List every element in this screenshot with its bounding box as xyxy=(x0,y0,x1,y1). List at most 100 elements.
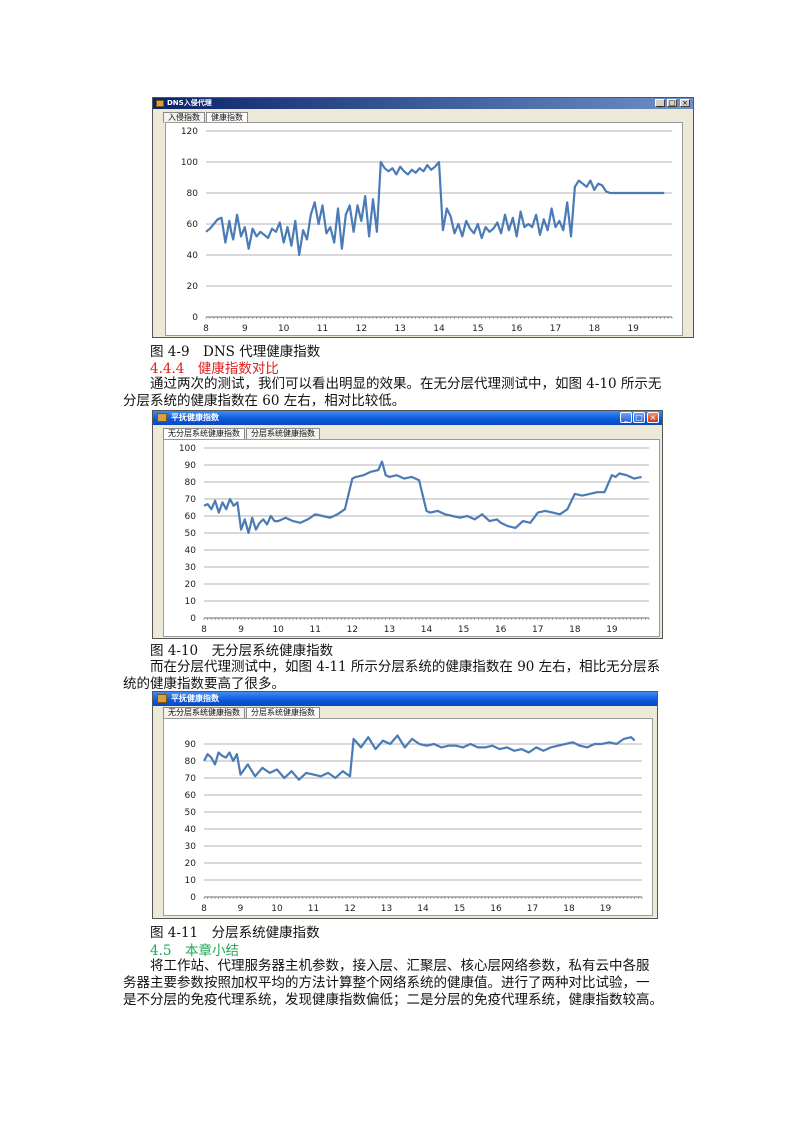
x-tick-label: 16 xyxy=(511,324,523,334)
window-title: 平抚健康指数 xyxy=(171,694,219,703)
x-tick-label: 12 xyxy=(344,904,355,914)
series-line xyxy=(205,160,665,257)
y-tick-label: 120 xyxy=(181,127,198,137)
tab-nonlayered-health[interactable]: 无分层系统健康指数 xyxy=(163,428,245,439)
window-title: 平抚健康指数 xyxy=(171,413,219,422)
x-tick-label: 9 xyxy=(238,904,244,914)
y-tick-label: 0 xyxy=(190,893,196,903)
paragraph-line: 将工作站、代理服务器主机参数，接入层、汇聚层、核心层网络参数，私有云中各服 xyxy=(150,958,650,974)
x-tick-label: 19 xyxy=(606,625,618,635)
x-tick-label: 9 xyxy=(242,324,248,334)
figure-4-10-window: 平抚健康指数 _ □ × 无分层系统健康指数 分层系统健康指数 0 10 20 30 4… xyxy=(152,410,663,639)
x-tick-label: 13 xyxy=(384,625,395,635)
minimize-button[interactable]: _ xyxy=(655,99,665,107)
x-tick-label: 11 xyxy=(308,904,319,914)
y-tick-label: 20 xyxy=(187,282,199,292)
figure-caption: 图 4-11 分层系统健康指数 xyxy=(150,925,320,941)
tab-layered-health[interactable]: 分层系统健康指数 xyxy=(246,707,320,718)
y-tick-label: 60 xyxy=(185,791,197,801)
close-button[interactable]: × xyxy=(647,412,659,423)
x-tick-label: 15 xyxy=(454,904,465,914)
y-tick-label: 90 xyxy=(185,461,197,471)
y-tick-label: 60 xyxy=(187,220,199,230)
y-tick-label: 50 xyxy=(185,529,197,539)
x-tick-label: 11 xyxy=(317,324,328,334)
y-tick-label: 0 xyxy=(190,614,196,624)
y-tick-label: 40 xyxy=(185,546,197,556)
x-tick-label: 13 xyxy=(394,324,405,334)
paragraph-line: 是不分层的免疫代理系统，发现健康指数偏低；二是分层的免疫代理系统，健康指数较高。 xyxy=(123,992,663,1008)
x-tick-label: 14 xyxy=(433,324,445,334)
paragraph-line: 而在分层代理测试中，如图 4-11 所示分层系统的健康指数在 90 左右，相比无… xyxy=(150,659,661,675)
app-icon xyxy=(156,100,164,107)
y-tick-label: 70 xyxy=(185,774,197,784)
x-tick-label: 16 xyxy=(495,625,507,635)
x-tick-label: 14 xyxy=(421,625,433,635)
y-tick-label: 70 xyxy=(185,495,197,505)
x-tick-label: 18 xyxy=(569,625,581,635)
x-tick-label: 15 xyxy=(458,625,469,635)
tab-nonlayered-health[interactable]: 无分层系统健康指数 xyxy=(163,707,245,718)
paragraph-line: 分层系统的健康指数在 60 左右，相对比较低。 xyxy=(123,393,406,409)
y-tick-label: 40 xyxy=(187,251,199,261)
x-tick-label: 17 xyxy=(550,324,561,334)
x-tick-label: 11 xyxy=(310,625,321,635)
y-tick-label: 20 xyxy=(185,580,197,590)
tab-strip: 无分层系统健康指数 分层系统健康指数 xyxy=(163,707,321,718)
figure-4-9-window: DNS入侵代理 _ □ × 入侵指数 健康指数 0 20 40 60 80 100 120 8… xyxy=(152,97,694,338)
x-tick-label: 18 xyxy=(589,324,601,334)
x-tick-label: 8 xyxy=(201,904,207,914)
window-title: DNS入侵代理 xyxy=(167,99,212,107)
x-tick-label: 12 xyxy=(356,324,367,334)
tab-health-index[interactable]: 健康指数 xyxy=(206,112,248,123)
y-tick-label: 30 xyxy=(185,842,197,852)
x-tick-label: 10 xyxy=(278,324,290,334)
x-tick-label: 17 xyxy=(532,625,543,635)
y-tick-label: 10 xyxy=(185,597,197,607)
x-tick-label: 15 xyxy=(472,324,483,334)
minimize-button[interactable]: _ xyxy=(620,412,632,423)
line-chart: 0 10 20 30 40 50 60 70 80 90 100 8 9 10 11 12 13 14 15 16 17… xyxy=(179,444,650,635)
tab-intrusion-index[interactable]: 入侵指数 xyxy=(163,112,205,123)
series-line xyxy=(203,734,636,781)
y-tick-label: 100 xyxy=(181,158,198,168)
x-tick-label: 8 xyxy=(201,625,207,635)
y-tick-label: 20 xyxy=(185,859,197,869)
maximize-button[interactable]: □ xyxy=(667,99,677,107)
y-tick-label: 80 xyxy=(185,757,197,767)
x-tick-label: 13 xyxy=(381,904,392,914)
x-tick-label: 14 xyxy=(417,904,429,914)
section-heading: 4.4.4 健康指数对比 xyxy=(150,361,279,377)
y-tick-label: 10 xyxy=(185,876,197,886)
figure-4-11-window: 平抚健康指数 无分层系统健康指数 分层系统健康指数 0 10 20 30 40 50 60 7… xyxy=(152,691,658,919)
y-tick-label: 80 xyxy=(187,189,199,199)
close-button[interactable]: × xyxy=(680,99,690,107)
chart-panel: 0 10 20 30 40 50 60 70 80 90 8 9 10 11 12 13 14 15 16 17 18 1… xyxy=(163,718,653,916)
window-titlebar: DNS入侵代理 _ □ × xyxy=(153,98,693,109)
x-tick-label: 18 xyxy=(563,904,575,914)
x-tick-label: 12 xyxy=(347,625,358,635)
chart-panel: 0 20 40 60 80 100 120 8 9 10 11 12 13 14 15 16 17 18 19 xyxy=(165,122,683,336)
y-tick-label: 90 xyxy=(185,740,197,750)
tab-strip: 入侵指数 健康指数 xyxy=(163,112,249,123)
y-tick-label: 50 xyxy=(185,808,197,818)
y-tick-label: 60 xyxy=(185,512,197,522)
y-tick-label: 0 xyxy=(192,313,198,323)
x-tick-label: 16 xyxy=(490,904,502,914)
line-chart: 0 20 40 60 80 100 120 8 9 10 11 12 13 14 15 16 17 18 19 xyxy=(181,127,673,334)
maximize-button[interactable]: □ xyxy=(633,412,645,423)
tab-layered-health[interactable]: 分层系统健康指数 xyxy=(246,428,320,439)
x-tick-label: 10 xyxy=(272,625,284,635)
window-titlebar: 平抚健康指数 _ □ × xyxy=(153,411,662,425)
x-tick-label: 19 xyxy=(627,324,639,334)
x-tick-label: 19 xyxy=(600,904,612,914)
paragraph-line: 统的健康指数要高了很多。 xyxy=(123,676,285,692)
line-chart: 0 10 20 30 40 50 60 70 80 90 8 9 10 11 12 13 14 15 16 17 18 1… xyxy=(185,734,643,914)
y-tick-label: 30 xyxy=(185,563,197,573)
paragraph-line: 务器主要参数按照加权平均的方法计算整个网络系统的健康值。进行了两种对比试验，一 xyxy=(123,975,650,991)
chart-panel: 0 10 20 30 40 50 60 70 80 90 100 8 9 10 11 12 13 14 15 16 17… xyxy=(163,439,660,637)
x-tick-label: 10 xyxy=(271,904,283,914)
tab-strip: 无分层系统健康指数 分层系统健康指数 xyxy=(163,428,321,439)
paragraph-line: 通过两次的测试，我们可以看出明显的效果。在无分层代理测试中，如图 4-10 所示… xyxy=(150,376,662,392)
figure-caption: 图 4-9 DNS 代理健康指数 xyxy=(150,344,321,360)
